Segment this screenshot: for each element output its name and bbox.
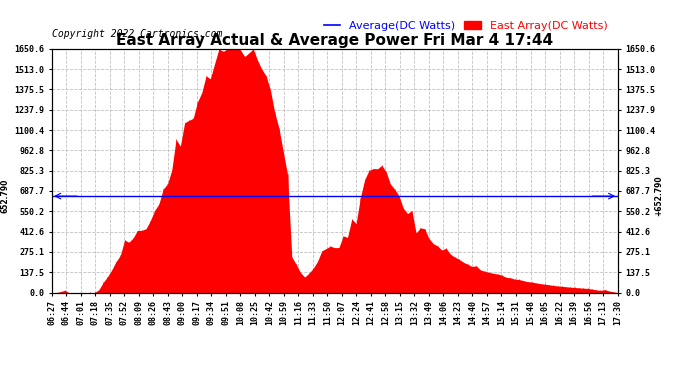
- Text: +652.790: +652.790: [654, 176, 663, 216]
- Text: Copyright 2022 Cartronics.com: Copyright 2022 Cartronics.com: [52, 29, 223, 39]
- Title: East Array Actual & Average Power Fri Mar 4 17:44: East Array Actual & Average Power Fri Ma…: [116, 33, 553, 48]
- Text: 652.790: 652.790: [0, 179, 9, 213]
- Legend: Average(DC Watts), East Array(DC Watts): Average(DC Watts), East Array(DC Watts): [319, 16, 612, 35]
